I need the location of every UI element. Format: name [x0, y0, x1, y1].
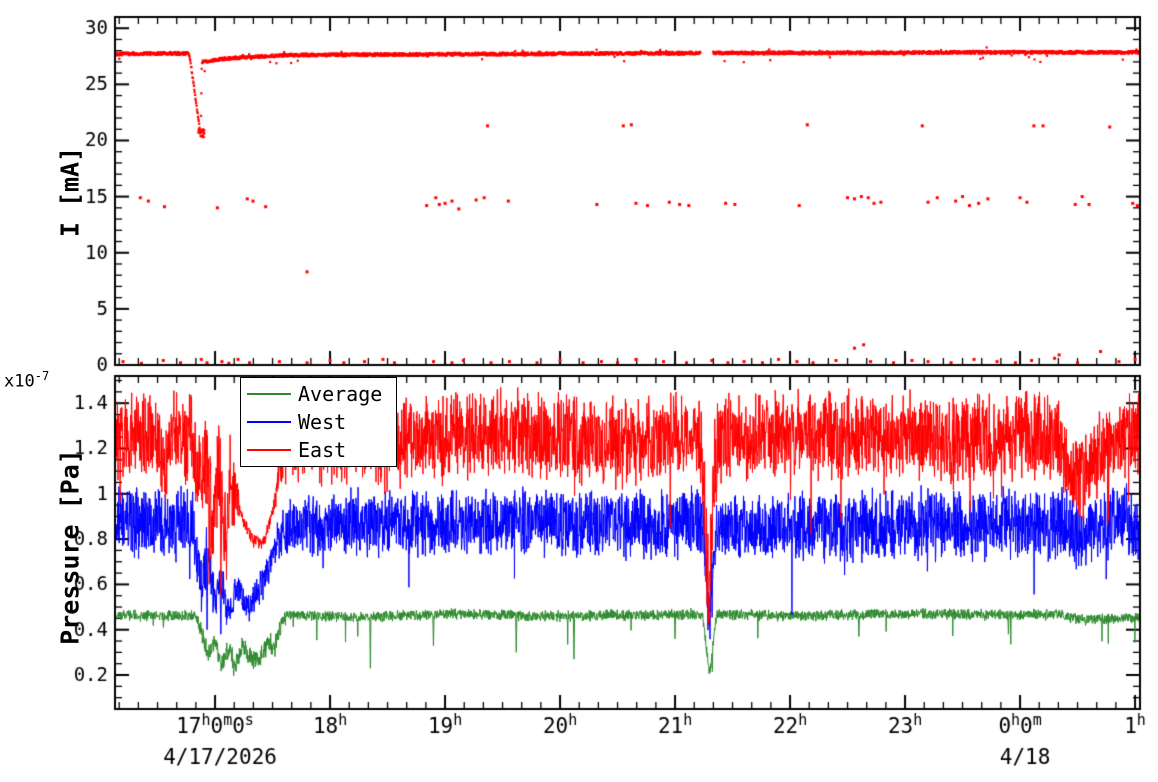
legend: Average West East — [240, 377, 397, 467]
legend-label-east: East — [298, 438, 347, 462]
east-line-swatch — [247, 449, 291, 451]
legend-item-average: Average — [241, 380, 396, 408]
west-line-swatch — [247, 421, 291, 423]
y-axis-title-pressure: Pressure [Pa] — [55, 449, 85, 645]
average-line-swatch — [247, 393, 291, 395]
scale-exponent: -7 — [34, 369, 50, 383]
legend-item-east: East — [241, 436, 396, 464]
legend-label-average: Average — [298, 382, 383, 406]
scale-mantissa: x10 — [4, 371, 35, 392]
legend-label-west: West — [298, 410, 347, 434]
y-axis-title-current: I [mA] — [55, 146, 85, 238]
y-axis-scale-exponent: x10-7 — [4, 369, 49, 392]
legend-item-west: West — [241, 408, 396, 436]
